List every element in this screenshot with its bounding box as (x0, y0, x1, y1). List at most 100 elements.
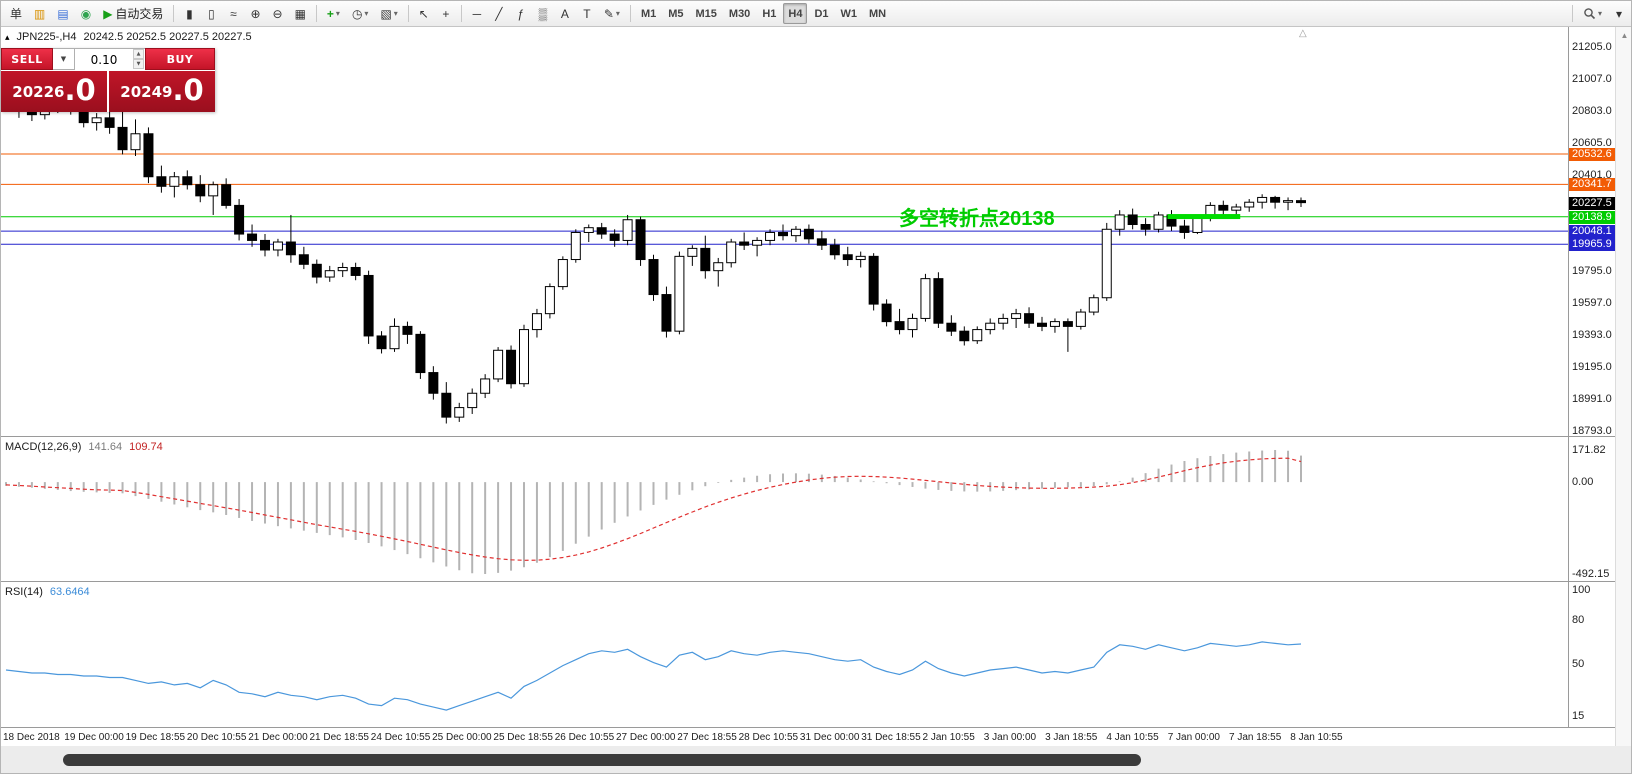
chart-shift-marker[interactable]: △ (1299, 28, 1307, 39)
auto-trading-button[interactable]: ▶ 自动交易 (98, 3, 168, 24)
time-scale-label: 4 Jan 10:55 (1106, 732, 1159, 743)
candle-body (1024, 313, 1035, 324)
time-scale-label: 25 Dec 00:00 (432, 732, 492, 743)
sell-price-frac: .0 (64, 73, 96, 107)
timeframe-d1-button[interactable]: D1 (809, 3, 833, 24)
macd-pane-canvas[interactable] (1, 438, 1568, 581)
rsi-pane-canvas[interactable] (1, 583, 1568, 727)
text-icon: A (560, 6, 569, 21)
templates-button[interactable]: ▧ ▾ (375, 3, 402, 24)
time-scale-label: 25 Dec 18:55 (493, 732, 553, 743)
time-scale-label: 21 Dec 00:00 (248, 732, 308, 743)
candle-body (428, 372, 439, 394)
one-click-panel-toggle[interactable]: ▴ (5, 31, 10, 42)
vertical-scrollbar[interactable]: ▲ (1615, 27, 1631, 746)
trade-panel-controls: SELL ▼ ▲ ▼ BUY (1, 48, 215, 70)
zoom-out-button[interactable]: ⊖ (268, 3, 288, 24)
bar-chart-button[interactable]: ▮ (179, 3, 199, 24)
refresh-button[interactable]: ◉ (76, 3, 96, 24)
pane-separator[interactable] (1, 581, 1615, 582)
candlestick-chart-icon: ▯ (208, 6, 215, 21)
window-menu-icon: ▾ (1615, 6, 1623, 21)
price-axis[interactable]: 21205.0 21007.0 20803.0 20605.0 20401.0 19795… (1568, 27, 1616, 746)
fibonacci-button[interactable]: ƒ (511, 3, 531, 24)
new-chart-button[interactable]: ▥ (29, 3, 50, 24)
crosshair-button[interactable]: + (436, 3, 456, 24)
candle-body (221, 184, 232, 206)
candle-body (998, 317, 1009, 324)
candle-body (298, 254, 309, 265)
grid-button[interactable]: ▒ (533, 3, 553, 24)
macd-name: MACD(12,26,9) (5, 441, 82, 453)
zoom-in-button[interactable]: ⊕ (245, 3, 265, 24)
line-chart-button[interactable]: ≈ (223, 3, 243, 24)
trendline-button[interactable]: ╱ (489, 3, 509, 24)
timeframe-m5-button[interactable]: M5 (663, 3, 688, 24)
arrows-button[interactable]: ✎ ▾ (599, 3, 625, 24)
new-order-button[interactable]: 单 (5, 3, 27, 24)
candle-body (1270, 196, 1281, 203)
toolbar-separator (1571, 5, 1573, 22)
time-axis[interactable]: 18 Dec 2018 19 Dec 00:00 19 Dec 18:55 20 De… (1, 727, 1615, 746)
trendline-icon: ╱ (495, 6, 503, 21)
candle-body (881, 303, 892, 323)
timeframe-m1-button-label: M1 (640, 7, 657, 20)
volume-input[interactable] (75, 50, 145, 70)
candle-body (1062, 321, 1073, 327)
time-scale-label: 26 Dec 10:55 (554, 732, 615, 743)
chart-symbol-title: JPN225-,H4 (16, 31, 77, 43)
buy-button[interactable]: BUY (145, 48, 215, 70)
candle-body (1296, 200, 1306, 204)
price-tag: 19965.9 (1569, 237, 1616, 251)
periods-button[interactable]: ◷ ▾ (347, 3, 374, 24)
timeframe-d1-button-label: D1 (814, 7, 829, 20)
tile-windows-button[interactable]: ▦ (290, 3, 311, 24)
indicators-button[interactable]: + ▾ (322, 3, 345, 24)
profiles-button[interactable]: ▤ (52, 3, 73, 24)
price-scale-label: 18793.0 (1572, 425, 1612, 437)
timeframe-h4-button-label: H4 (788, 7, 803, 20)
volume-increase-button[interactable]: ▲ (133, 49, 144, 59)
window-menu-button[interactable]: ▾ (1609, 3, 1629, 24)
volume-dropdown-button[interactable]: ▼ (53, 48, 75, 70)
timeframe-m30-button[interactable]: M30 (724, 3, 755, 24)
timeframe-m15-button[interactable]: M15 (691, 3, 722, 24)
chart-ohlc-values: 20242.5 20252.5 20227.5 20227.5 (83, 31, 252, 43)
candlestick-chart-button[interactable]: ▯ (201, 3, 221, 24)
volume-decrease-button[interactable]: ▼ (133, 59, 144, 69)
one-click-trading-panel: SELL ▼ ▲ ▼ BUY 20226 .0 20249 .0 (1, 48, 215, 112)
price-scale-label: 19597.0 (1572, 297, 1612, 309)
price-tag: 20341.7 (1569, 177, 1616, 191)
volume-field-wrap: ▲ ▼ (75, 48, 145, 70)
text-label-button[interactable]: T (577, 3, 597, 24)
timeframe-mn-button[interactable]: MN (864, 3, 891, 24)
text-button[interactable]: A (555, 3, 575, 24)
horizontal-line-button[interactable]: ─ (467, 3, 487, 24)
price-scale-label: 15 (1572, 710, 1585, 722)
timeframe-w1-button[interactable]: W1 (836, 3, 863, 24)
new-order-button-label: 单 (10, 7, 23, 21)
rsi-value: 63.6464 (49, 586, 90, 598)
sell-button[interactable]: SELL (1, 48, 53, 70)
timeframe-h1-button[interactable]: H1 (757, 3, 781, 24)
highlight-segment[interactable] (1167, 214, 1241, 220)
timeframe-h4-button[interactable]: H4 (783, 3, 808, 24)
candle-body (234, 204, 245, 235)
sell-price-display[interactable]: 20226 .0 (1, 71, 107, 112)
search-button[interactable]: ▾ (1578, 3, 1607, 24)
scrollbar-thumb[interactable] (63, 754, 1141, 766)
candle-body (260, 239, 270, 251)
time-scale-label: 3 Jan 00:00 (983, 732, 1037, 743)
horizontal-scrollbar[interactable] (1, 746, 1631, 773)
cursor-button[interactable]: ↖ (414, 3, 434, 24)
macd-indicator-label: MACD(12,26,9) 141.64 109.74 (5, 441, 163, 453)
scroll-up-icon[interactable]: ▲ (1620, 31, 1629, 40)
candle-body (752, 239, 763, 246)
candle-body (933, 278, 944, 324)
buy-price-display[interactable]: 20249 .0 (109, 71, 215, 112)
pane-separator[interactable] (1, 436, 1615, 437)
macd-signal-line (5, 457, 1302, 561)
main-chart-canvas[interactable] (1, 27, 1568, 436)
timeframe-m1-button[interactable]: M1 (636, 3, 661, 24)
zoom-out-icon: ⊖ (272, 6, 283, 21)
